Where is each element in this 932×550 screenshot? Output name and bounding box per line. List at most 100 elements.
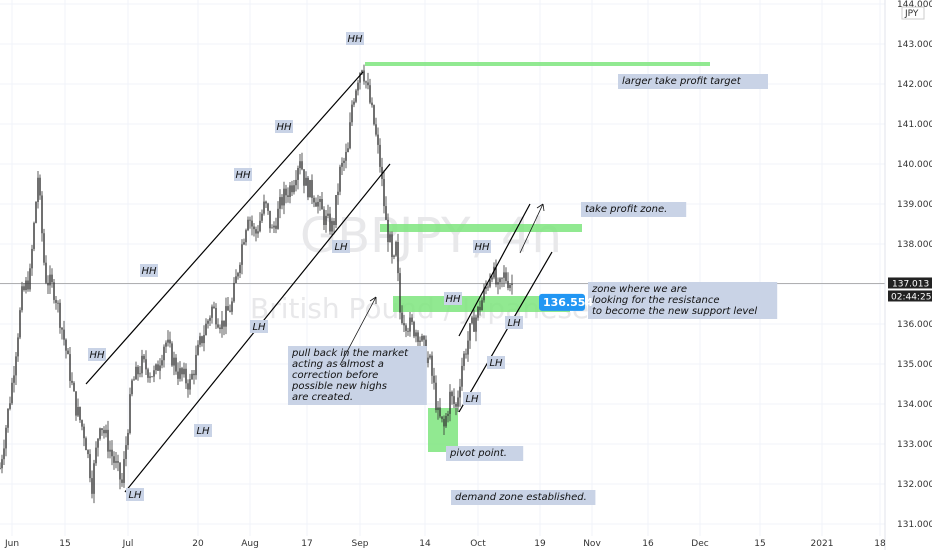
candle-body [43,233,45,263]
candle-body [167,339,169,343]
candle-body [11,382,13,404]
candle-body [501,277,503,279]
candle-body [241,244,243,265]
candle-body [203,335,205,344]
marker-label: LH [252,322,266,333]
candle-body [253,226,255,230]
candle-body [207,320,209,324]
candle-body [23,286,25,291]
candle-body [79,406,81,421]
y-axis: 131.000 132.000 133.000 134.000 135.000 136.0… [897,0,932,530]
candle-body [41,195,43,234]
candle-body [397,242,399,274]
candle-body [47,282,49,286]
candle-body [5,427,7,449]
current-price-badge: 137.013 02:44:25 [888,277,932,302]
hh-lh-markers: HH HH HH HH HH HH HH LH LH LH LH LH LH LH [88,32,523,501]
candle-body [317,201,319,207]
marker-label: HH [445,294,461,305]
x-tick-label: 15 [754,539,765,549]
candle-body [233,283,235,302]
candle-body [287,195,289,197]
candle-body [379,144,381,167]
candle-body [267,203,269,211]
y-tick-label: 132.000 [897,480,932,490]
candle-body [31,248,33,269]
x-tick-label: Aug [241,539,259,549]
candle-body [157,364,159,371]
candle-body [187,383,189,390]
annotation-text: looking for the resistance [592,295,719,306]
candle-body [259,220,261,232]
candle-body [295,179,297,186]
marker-bg [332,240,350,253]
candle-body [311,180,313,198]
trend-line [458,203,531,337]
y-tick-label: 140.000 [897,160,932,170]
candle-body [341,162,343,167]
candle-body [51,274,53,283]
annotation-bg [588,282,778,319]
candle-body [483,288,485,301]
candle-body [435,382,437,411]
candle-body [499,278,501,283]
x-tick-label: 16 [642,539,654,549]
candle-body [191,373,193,380]
candle-body [145,359,147,370]
candle-body [399,273,401,313]
candle-body [75,391,77,416]
annotation-text: zone where we are [591,284,687,295]
candle-body [173,357,175,366]
candle-body [353,101,355,105]
y-tick-label: 133.000 [897,440,932,450]
candle-body [313,197,315,203]
candle-body [479,306,481,311]
candle-body [89,454,91,479]
candle-body [137,366,139,375]
marker-label: HH [347,34,363,45]
x-tick-label: 17 [301,539,312,549]
x-tick-label: Jul [122,539,134,549]
candle-body [431,355,433,376]
candle-body [475,317,477,332]
candle-body [505,272,507,282]
price-scale-bg[interactable] [885,0,932,550]
candle-body [383,178,385,207]
candle-body [249,219,251,221]
candle-body [77,406,79,416]
candle-body [37,177,39,202]
candle-body [197,344,199,355]
target-arrow [519,203,544,254]
candle-body [405,325,407,331]
trend-lines [85,71,553,493]
candle-body [289,185,291,197]
candle-body [181,368,183,375]
x-tick-label: 19 [534,539,546,549]
candle-body [123,458,125,483]
candle-body [319,199,321,202]
candle-body [199,336,201,345]
candle-body [361,70,363,74]
candle-body [391,234,393,257]
candle-body [143,355,145,360]
candle-body [55,299,57,303]
candle-body [415,332,417,337]
candle-body [153,370,155,377]
candle-body [179,368,181,379]
candle-body [365,81,367,83]
annotation-text: to become the new support level [592,306,757,317]
candle-body [387,219,389,243]
candle-body [327,213,329,216]
candle-body [33,222,35,249]
candle-body [265,201,267,204]
annotation-text: correction before [292,370,378,381]
candle-body [151,376,153,378]
candle-body [159,365,161,371]
candle-body [487,286,489,288]
candle-body [393,255,395,257]
candle-body [189,379,191,390]
candle-body [359,73,361,83]
candle-body [87,450,89,455]
candle-body [363,70,365,82]
